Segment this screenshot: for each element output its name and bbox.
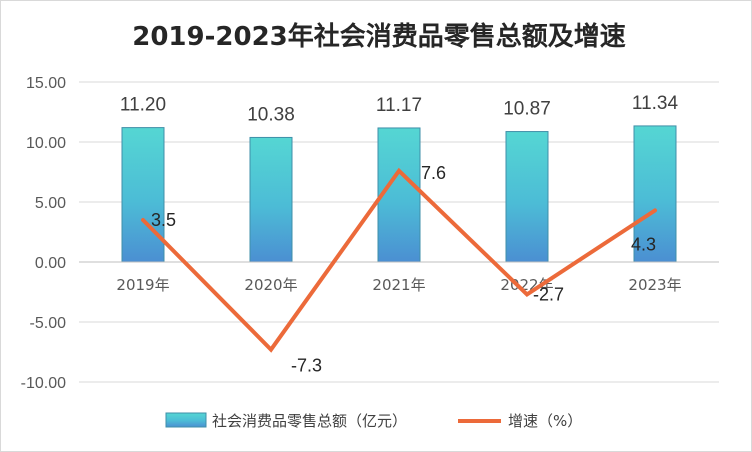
y-tick-label: 5.00 (35, 195, 66, 212)
bar (121, 127, 165, 263)
bar (505, 131, 549, 263)
y-tick-label: -10.00 (21, 375, 66, 392)
line-value-label: 3.5 (151, 210, 176, 230)
bar (249, 136, 293, 263)
bar-value-label: 11.17 (376, 95, 422, 116)
x-tick-label: 2020年 (244, 276, 297, 294)
chart-title: 2019-2023年社会消费品零售总额及增速 (132, 21, 626, 52)
bar-value-label: 10.38 (247, 104, 295, 125)
bar-value-label: 10.87 (503, 99, 551, 120)
legend-bar-swatch (165, 412, 207, 428)
line-value-label: 7.6 (421, 163, 446, 183)
y-tick-label: -5.00 (30, 315, 67, 332)
line-value-label: 4.3 (631, 234, 656, 254)
bar (377, 127, 421, 263)
y-tick-label: 0.00 (35, 255, 66, 272)
bar-value-label: 11.34 (632, 93, 679, 114)
label-layer: 11.20 10.38 11.17 10.87 11.34 3.5 -7.3 7.6 -2.7 4… (120, 93, 679, 376)
axis-layer: 15.00 10.00 5.00 0.00 -5.00 -10.00 2019年 2020年 2… (21, 75, 719, 392)
bar (633, 125, 677, 263)
bar-value-label: 11.20 (120, 95, 166, 116)
y-tick-label: 15.00 (26, 75, 66, 92)
x-tick-label: 2019年 (116, 276, 169, 294)
legend-line-label: 增速（%） (508, 412, 582, 430)
legend-bar-label: 社会消费品零售总额（亿元） (212, 412, 407, 430)
bar-layer (121, 125, 677, 263)
line-value-label: -2.7 (533, 284, 564, 304)
y-tick-label: 10.00 (26, 135, 66, 152)
x-tick-label: 2023年 (628, 276, 681, 294)
x-tick-label: 2021年 (372, 276, 425, 294)
line-layer (141, 167, 657, 353)
line-value-label: -7.3 (291, 356, 322, 376)
growth-line (141, 167, 657, 353)
legend: 社会消费品零售总额（亿元） 增速（%） (165, 412, 582, 430)
